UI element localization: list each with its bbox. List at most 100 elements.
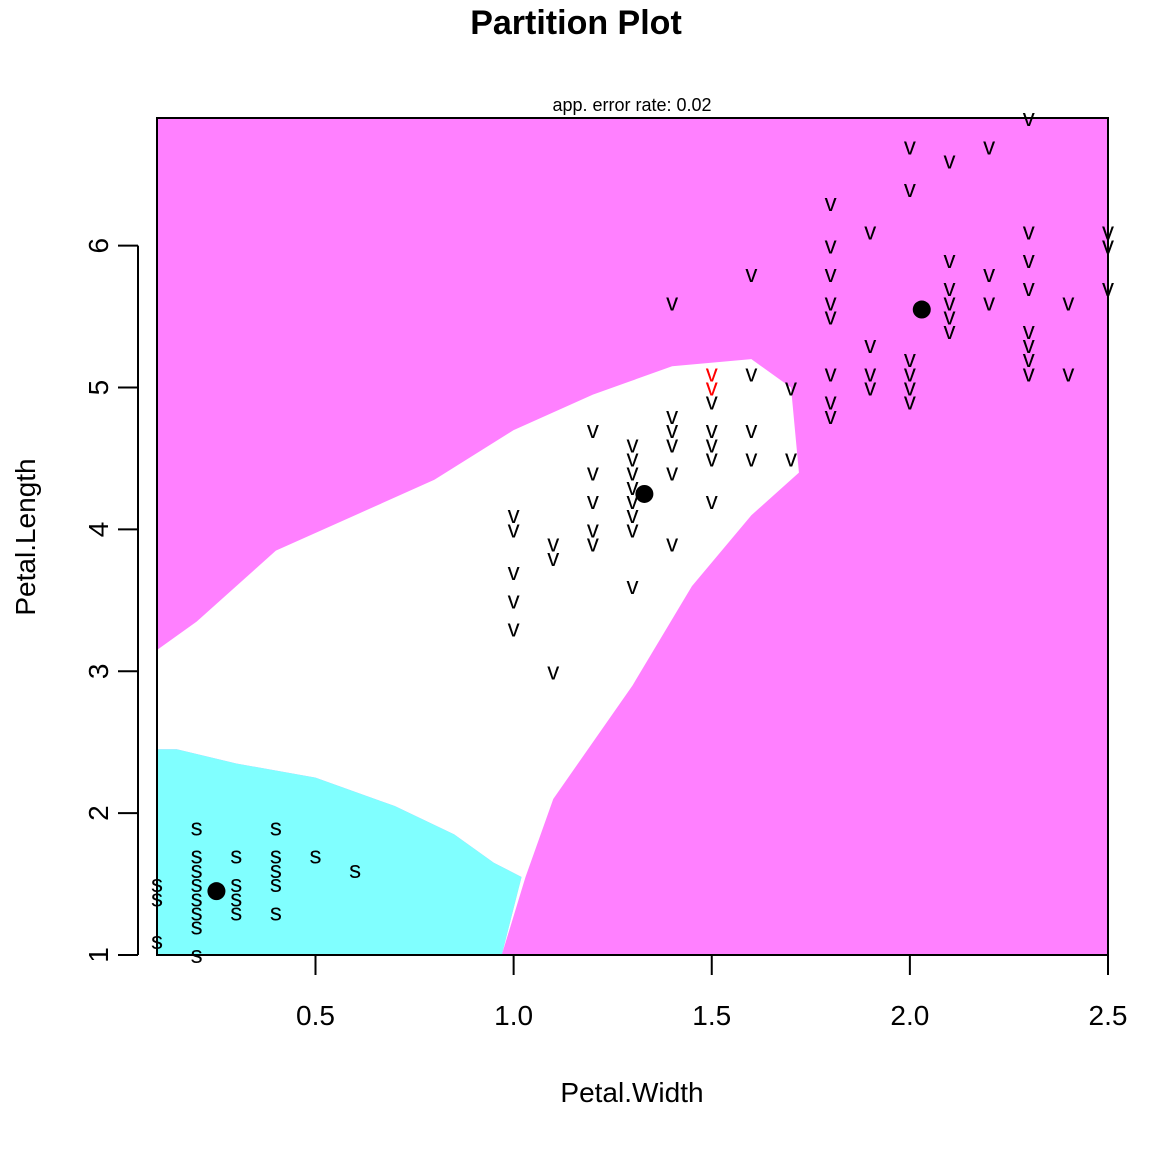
centroid-s — [207, 882, 226, 901]
data-point-v-53: v — [706, 431, 718, 458]
data-point-v-84: v — [944, 304, 956, 331]
data-point-v-46: v — [666, 431, 678, 458]
centroids-layer — [207, 300, 931, 901]
data-point-v-26: v — [508, 616, 520, 643]
data-point-v-56: v — [745, 261, 757, 288]
data-point-v-51: v — [706, 389, 718, 416]
data-point-v-31: v — [587, 460, 599, 487]
data-point-s-16: s — [270, 843, 282, 870]
data-point-v-42: v — [627, 573, 639, 600]
data-point-s-8: s — [191, 899, 203, 926]
data-point-v-79: v — [904, 389, 916, 416]
data-point-v-85: v — [944, 318, 956, 345]
data-point-v-34: v — [587, 531, 599, 558]
region-c — [157, 359, 799, 955]
data-point-v-24: v — [508, 559, 520, 586]
x-tick-label-1.0: 1.0 — [494, 1000, 533, 1031]
data-point-v-80: v — [944, 148, 956, 175]
data-point-s-11: s — [230, 843, 242, 870]
chart-title: Partition Plot — [470, 4, 682, 42]
data-point-v-55: v — [706, 488, 718, 515]
data-point-v-64: v — [825, 261, 837, 288]
y-tick-label-5: 5 — [83, 380, 114, 396]
data-point-v-67: v — [825, 360, 837, 387]
data-point-v-41: v — [627, 516, 639, 543]
y-tick-label-2: 2 — [83, 805, 114, 821]
data-point-v-72: v — [864, 360, 876, 387]
centroid-v — [912, 300, 931, 319]
data-point-v-81: v — [944, 247, 956, 274]
data-point-v-57: v — [745, 360, 757, 387]
data-point-v-88: v — [983, 289, 995, 316]
x-tick-label-2.0: 2.0 — [890, 1000, 929, 1031]
data-point-v-28: v — [547, 545, 559, 572]
y-axis-label: Petal.Length — [10, 458, 41, 615]
data-point-v-23: v — [508, 516, 520, 543]
data-point-v-86: v — [983, 133, 995, 160]
data-point-v-35: v — [627, 431, 639, 458]
plot-area: ssssssssssssssssssssssvvvvvvvvvvvvvvvvvv… — [151, 105, 1114, 969]
data-point-v-52: v — [706, 417, 718, 444]
data-point-v-50: v — [706, 375, 718, 402]
data-point-s-19: s — [270, 899, 282, 926]
data-point-v-98: v — [1062, 360, 1074, 387]
data-point-v-47: v — [666, 460, 678, 487]
data-point-s-15: s — [270, 814, 282, 841]
data-point-v-29: v — [547, 658, 559, 685]
y-tick-label-4: 4 — [83, 522, 114, 538]
data-point-v-63: v — [825, 233, 837, 260]
data-point-v-75: v — [904, 176, 916, 203]
data-point-v-48: v — [666, 531, 678, 558]
data-point-v-45: v — [666, 417, 678, 444]
data-point-v-61: v — [785, 445, 797, 472]
data-point-v-40: v — [627, 502, 639, 529]
data-point-s-21: s — [349, 857, 361, 884]
data-point-v-94: v — [1023, 332, 1035, 359]
data-point-v-62: v — [825, 190, 837, 217]
region-s — [157, 749, 522, 955]
data-point-v-60: v — [785, 375, 797, 402]
data-point-v-87: v — [983, 261, 995, 288]
data-point-v-74: v — [904, 133, 916, 160]
data-point-v-37: v — [627, 460, 639, 487]
data-point-s-14: s — [230, 899, 242, 926]
data-point-s-18: s — [270, 871, 282, 898]
data-point-v-33: v — [587, 516, 599, 543]
x-tick-label-2.5: 2.5 — [1089, 1000, 1128, 1031]
y-tick-label-1: 1 — [83, 947, 114, 963]
data-point-v-82: v — [944, 275, 956, 302]
data-point-s-9: s — [191, 914, 203, 941]
data-point-v-95: v — [1023, 346, 1035, 373]
chart-subtitle: app. error rate: 0.02 — [552, 95, 711, 115]
data-point-v-58: v — [745, 417, 757, 444]
x-axis: 0.5 1.0 1.5 2.0 2.5 — [296, 954, 1128, 1031]
data-point-v-25: v — [508, 587, 520, 614]
data-point-v-65: v — [825, 289, 837, 316]
data-point-v-54: v — [706, 445, 718, 472]
data-point-s-3: s — [191, 814, 203, 841]
data-point-v-32: v — [587, 488, 599, 515]
data-point-s-5: s — [191, 857, 203, 884]
data-point-v-59: v — [745, 445, 757, 472]
y-tick-label-6: 6 — [83, 238, 114, 254]
data-point-v-70: v — [864, 218, 876, 245]
data-point-v-49: v — [706, 360, 718, 387]
data-point-v-71: v — [864, 332, 876, 359]
data-point-v-43: v — [666, 289, 678, 316]
data-point-s-17: s — [270, 857, 282, 884]
data-point-v-44: v — [666, 403, 678, 430]
data-point-s-6: s — [191, 871, 203, 898]
data-point-s-12: s — [230, 871, 242, 898]
data-point-v-78: v — [904, 375, 916, 402]
data-point-v-77: v — [904, 360, 916, 387]
data-point-s-4: s — [191, 843, 203, 870]
data-point-v-69: v — [825, 403, 837, 430]
data-point-v-30: v — [587, 417, 599, 444]
y-tick-label-3: 3 — [83, 663, 114, 679]
points-layer: ssssssssssssssssssssssvvvvvvvvvvvvvvvvvv… — [151, 105, 1114, 969]
data-point-s-7: s — [191, 885, 203, 912]
data-point-v-96: v — [1023, 360, 1035, 387]
data-point-v-92: v — [1023, 275, 1035, 302]
data-point-v-22: v — [508, 502, 520, 529]
